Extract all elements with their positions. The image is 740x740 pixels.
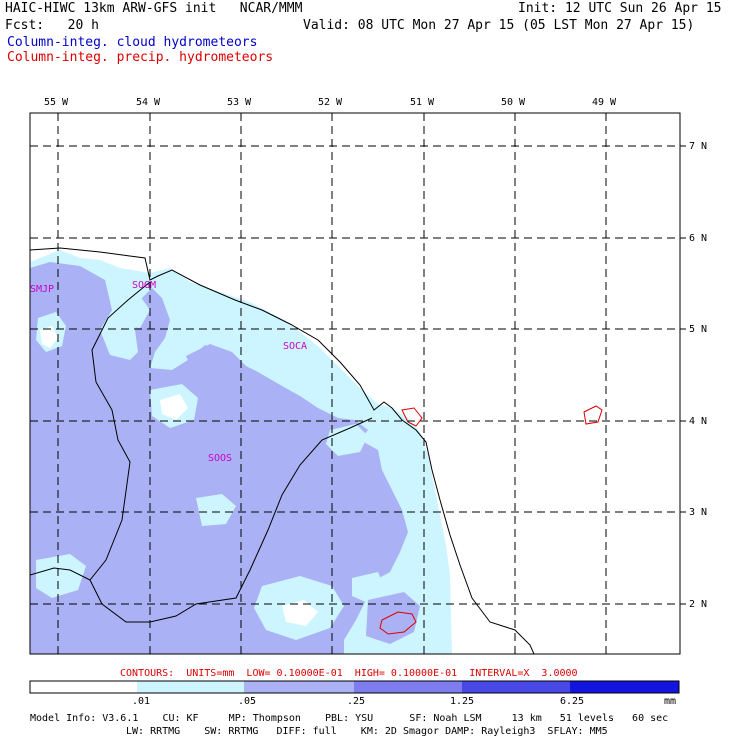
border-suriname-frenchguiana bbox=[89, 417, 373, 623]
precip-contour-coast bbox=[401, 407, 423, 427]
colorbar-tick-0: .01 bbox=[132, 696, 151, 707]
forecast-title: HAIC-HIWC 13km ARW-GFS init NCAR/MMM bbox=[5, 1, 303, 16]
cloud-gap-clear bbox=[40, 326, 58, 348]
colorbar bbox=[29, 680, 680, 694]
colorbar-bin-2 bbox=[244, 681, 354, 693]
colorbar-bin-3 bbox=[354, 681, 462, 693]
station-smjp: SMJP bbox=[30, 284, 55, 295]
cloud-coastal-band bbox=[326, 424, 368, 456]
colorbar-unit: mm bbox=[664, 696, 677, 707]
lat-ticks bbox=[680, 145, 686, 605]
init-time: Init: 12 UTC Sun 26 Apr 15 bbox=[518, 1, 722, 16]
lat-label-6n: 6 N bbox=[689, 233, 708, 244]
lon-label-49w: 49 W bbox=[592, 97, 617, 108]
colorbar-tick-1: .05 bbox=[238, 696, 257, 707]
contour-info: CONTOURS: UNITS=mm LOW= 0.10000E-01 HIGH… bbox=[120, 668, 578, 679]
colorbar-tick-2: .25 bbox=[347, 696, 366, 707]
cloud-gap-north bbox=[116, 296, 150, 328]
cloud-field-east-tail bbox=[366, 592, 420, 644]
station-sogm: SOGM bbox=[132, 280, 157, 291]
cloud-gap-southeast bbox=[352, 572, 386, 604]
station-soca: SOCA bbox=[283, 341, 308, 352]
colorbar-bin-4 bbox=[462, 681, 570, 693]
lat-label-3n: 3 N bbox=[689, 507, 708, 518]
precip-contour-south bbox=[379, 611, 417, 635]
lon-label-53w: 53 W bbox=[227, 97, 252, 108]
valid-time: Valid: 08 UTC Mon 27 Apr 15 (05 LST Mon … bbox=[303, 18, 695, 33]
map-frame bbox=[29, 112, 681, 655]
lon-label-50w: 50 W bbox=[501, 97, 526, 108]
lat-label-4n: 4 N bbox=[689, 416, 708, 427]
precip-contours bbox=[379, 405, 603, 635]
colorbar-tick-4: 6.25 bbox=[560, 696, 585, 707]
colorbar-tick-3: 1.25 bbox=[450, 696, 475, 707]
precip-contour-offshore bbox=[583, 405, 603, 425]
forecast-hour: Fcst: 20 h bbox=[5, 18, 99, 33]
cloud-gap-central bbox=[196, 494, 236, 526]
coastline-borders bbox=[30, 247, 535, 654]
lon-label-55w: 55 W bbox=[44, 97, 69, 108]
lon-label-51w: 51 W bbox=[410, 97, 435, 108]
model-info-line1: Model Info: V3.6.1 CU: KF MP: Thompson P… bbox=[30, 713, 669, 724]
cloud-field-se-blob bbox=[186, 344, 252, 392]
cloud-gap-southwest bbox=[36, 554, 86, 598]
border-suriname-guyana bbox=[30, 281, 151, 581]
colorbar-bin-0 bbox=[30, 681, 137, 693]
lon-label-52w: 52 W bbox=[318, 97, 343, 108]
cloud-gap-center-clear bbox=[160, 394, 188, 420]
coastline bbox=[30, 247, 535, 654]
lat-label-7n: 7 N bbox=[689, 141, 708, 152]
cloud-gap-south-clear bbox=[282, 600, 318, 626]
lat-label-2n: 2 N bbox=[689, 599, 708, 610]
model-info-line2: LW: RRTMG SW: RRTMG DIFF: full KM: 2D Sm… bbox=[126, 726, 608, 737]
cloud-field-medium bbox=[30, 262, 408, 654]
lon-label-54w: 54 W bbox=[136, 97, 161, 108]
colorbar-bin-1 bbox=[137, 681, 244, 693]
graticule bbox=[30, 113, 680, 654]
colorbar-bin-5 bbox=[570, 681, 679, 693]
station-soos: SOOS bbox=[208, 453, 233, 464]
legend-precip-hydrometeors: Column-integ. precip. hydrometeors bbox=[7, 50, 274, 65]
legend-cloud-hydrometeors: Column-integ. cloud hydrometeors bbox=[7, 35, 258, 50]
lat-label-5n: 5 N bbox=[689, 324, 708, 335]
